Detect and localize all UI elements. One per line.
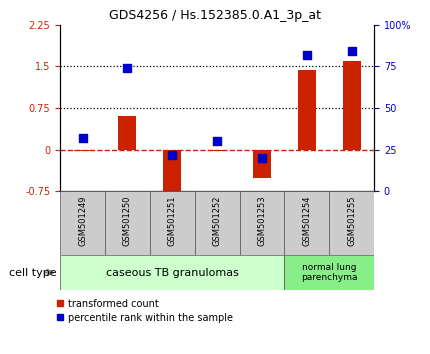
Bar [195,191,240,255]
Text: GSM501250: GSM501250 [123,196,132,246]
Point [124,65,131,71]
Legend: transformed count, percentile rank within the sample: transformed count, percentile rank withi… [56,299,233,322]
Text: GSM501253: GSM501253 [258,196,267,246]
Text: caseous TB granulomas: caseous TB granulomas [106,268,239,278]
Point [214,138,221,144]
Point [169,152,176,158]
Bar [74,149,92,151]
Bar [253,149,271,178]
Text: GSM501249: GSM501249 [78,196,87,246]
Bar [240,191,284,255]
Point [304,52,310,58]
Text: GSM501252: GSM501252 [213,196,221,246]
Text: GDS4256 / Hs.152385.0.A1_3p_at: GDS4256 / Hs.152385.0.A1_3p_at [109,9,321,22]
Bar [284,255,374,290]
Bar [119,116,136,149]
Point [348,48,355,54]
Bar [163,149,181,197]
Point [79,135,86,141]
Bar [343,61,361,149]
Bar [150,191,195,255]
Text: GSM501255: GSM501255 [347,196,356,246]
Point [258,155,265,161]
Text: GSM501251: GSM501251 [168,196,177,246]
Bar [60,255,284,290]
Bar [105,191,150,255]
Bar [60,191,105,255]
Bar [284,191,329,255]
Text: cell type: cell type [9,268,56,278]
Bar [329,191,374,255]
Bar [298,70,316,149]
Bar [208,149,226,151]
Text: normal lung
parenchyma: normal lung parenchyma [301,263,357,282]
Text: GSM501254: GSM501254 [302,196,311,246]
